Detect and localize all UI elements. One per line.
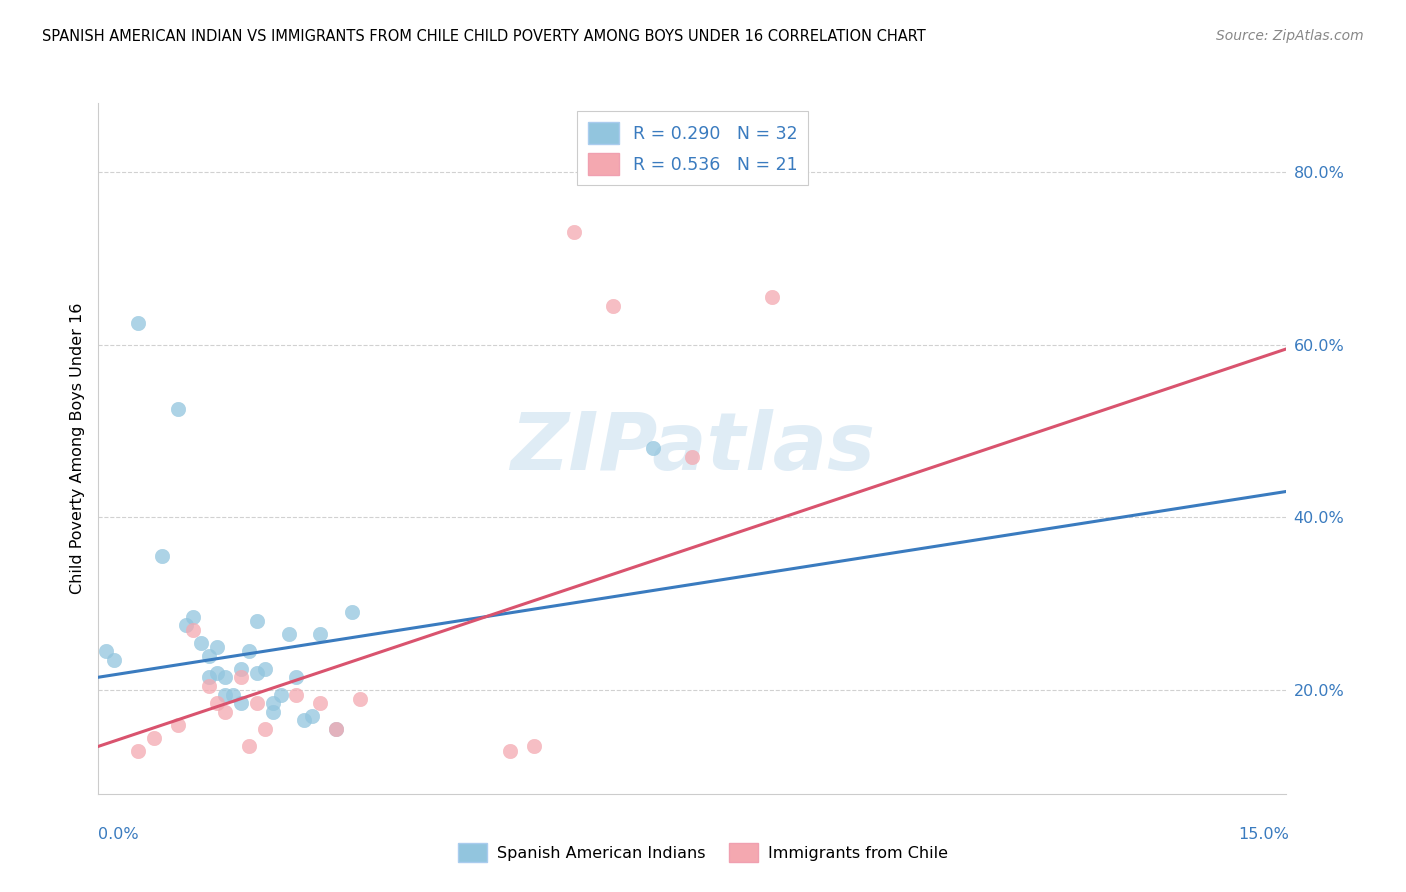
Point	[681, 450, 703, 464]
Text: ZIPatlas: ZIPatlas	[510, 409, 875, 487]
Point	[262, 696, 284, 710]
Point	[166, 717, 188, 731]
Text: 15.0%: 15.0%	[1239, 827, 1289, 841]
Point	[214, 688, 236, 702]
Point	[229, 696, 252, 710]
Point	[183, 609, 205, 624]
Point	[205, 640, 228, 654]
Point	[325, 722, 347, 736]
Point	[292, 714, 315, 728]
Text: SPANISH AMERICAN INDIAN VS IMMIGRANTS FROM CHILE CHILD POVERTY AMONG BOYS UNDER : SPANISH AMERICAN INDIAN VS IMMIGRANTS FR…	[42, 29, 927, 44]
Point	[222, 688, 245, 702]
Point	[150, 549, 173, 564]
Point	[174, 618, 197, 632]
Point	[761, 290, 783, 304]
Point	[602, 299, 624, 313]
Point	[183, 623, 205, 637]
Point	[325, 722, 347, 736]
Point	[96, 644, 118, 658]
Point	[198, 648, 221, 663]
Point	[285, 670, 308, 684]
Point	[523, 739, 546, 754]
Point	[309, 696, 332, 710]
Point	[190, 635, 212, 649]
Point	[205, 665, 228, 680]
Legend: R = 0.290   N = 32, R = 0.536   N = 21: R = 0.290 N = 32, R = 0.536 N = 21	[576, 112, 808, 186]
Point	[309, 627, 332, 641]
Point	[246, 696, 269, 710]
Point	[349, 691, 371, 706]
Point	[301, 709, 323, 723]
Point	[285, 688, 308, 702]
Point	[562, 225, 585, 239]
Point	[253, 722, 276, 736]
Point	[262, 705, 284, 719]
Point	[166, 402, 188, 417]
Point	[641, 442, 664, 455]
Point	[229, 662, 252, 676]
Point	[205, 696, 228, 710]
Point	[246, 614, 269, 628]
Point	[103, 653, 125, 667]
Point	[246, 665, 269, 680]
Point	[277, 627, 299, 641]
Point	[253, 662, 276, 676]
Legend: Spanish American Indians, Immigrants from Chile: Spanish American Indians, Immigrants fro…	[453, 837, 953, 868]
Text: 0.0%: 0.0%	[98, 827, 139, 841]
Point	[270, 688, 292, 702]
Point	[198, 679, 221, 693]
Point	[238, 644, 260, 658]
Point	[214, 705, 236, 719]
Text: Source: ZipAtlas.com: Source: ZipAtlas.com	[1216, 29, 1364, 43]
Point	[340, 606, 363, 620]
Point	[499, 744, 522, 758]
Point	[142, 731, 165, 745]
Point	[198, 670, 221, 684]
Y-axis label: Child Poverty Among Boys Under 16: Child Poverty Among Boys Under 16	[69, 302, 84, 594]
Point	[127, 316, 149, 330]
Point	[238, 739, 260, 754]
Point	[127, 744, 149, 758]
Point	[229, 670, 252, 684]
Point	[214, 670, 236, 684]
